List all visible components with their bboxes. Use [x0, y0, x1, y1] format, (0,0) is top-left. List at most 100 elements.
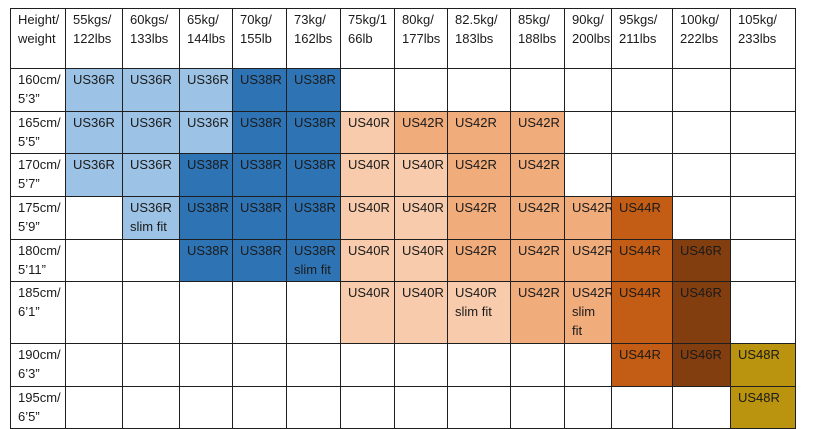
empty-cell: [286, 281, 341, 344]
size-cell: US38R: [232, 153, 287, 198]
size-cell: US44R: [611, 342, 673, 387]
table-row: 180cm/ 5’11” US38R US38R US38R slim fit US40…: [10, 238, 796, 283]
size-cell: US42R: [447, 238, 511, 283]
table-row: 175cm/ 5’9” US36R slim fit US38R US38R US38R…: [10, 196, 796, 240]
size-cell: US40R: [340, 281, 395, 344]
weight-column-header: 82.5kg/ 183lbs: [447, 8, 511, 69]
size-cell: US42R: [510, 196, 565, 240]
empty-cell: [286, 342, 341, 387]
empty-cell: [672, 110, 731, 155]
size-cell: US42R: [564, 238, 612, 283]
size-cell: US40R: [340, 238, 395, 283]
empty-cell: [447, 385, 511, 429]
size-cell: US46R: [672, 238, 731, 283]
empty-cell: [122, 342, 180, 387]
size-cell: US42R: [510, 238, 565, 283]
empty-cell: [65, 385, 123, 429]
size-cell: US38R: [286, 196, 341, 240]
empty-cell: [564, 342, 612, 387]
table-row: 195cm/ 6’5” US48R: [10, 385, 796, 429]
empty-cell: [510, 342, 565, 387]
empty-cell: [122, 385, 180, 429]
size-cell: US40R: [340, 153, 395, 198]
size-cell: US46R: [672, 342, 731, 387]
weight-column-header: 60kgs/ 133lbs: [122, 8, 180, 69]
table-body: 160cm/ 5’3” US36R US36R US36R US38R US38R 165c…: [10, 68, 796, 429]
empty-cell: [394, 68, 448, 112]
empty-cell: [672, 68, 731, 112]
size-cell: US42R: [510, 281, 565, 344]
size-cell: US40R: [394, 238, 448, 283]
size-cell: US36R: [122, 110, 180, 155]
size-cell: US42R: [447, 196, 511, 240]
empty-cell: [672, 385, 731, 429]
size-cell: US38R: [286, 110, 341, 155]
height-row-label: 190cm/ 6’3”: [10, 342, 66, 387]
size-cell: US42R: [510, 110, 565, 155]
table-row: 185cm/ 6’1” US40R US40R US40R slim fit US42R…: [10, 281, 796, 344]
empty-cell: [179, 342, 233, 387]
size-cell: US42R: [447, 110, 511, 155]
height-row-label: 195cm/ 6’5”: [10, 385, 66, 429]
empty-cell: [179, 281, 233, 344]
size-cell: US36R: [179, 110, 233, 155]
empty-cell: [447, 342, 511, 387]
weight-column-header: 70kg/ 155lb: [232, 8, 287, 69]
empty-cell: [564, 153, 612, 198]
empty-cell: [65, 196, 123, 240]
size-cell: US48R: [730, 342, 796, 387]
table-row: 160cm/ 5’3” US36R US36R US36R US38R US38R: [10, 68, 796, 112]
empty-cell: [340, 342, 395, 387]
size-cell: US44R: [611, 281, 673, 344]
size-cell: US38R: [179, 153, 233, 198]
height-row-label: 165cm/ 5’5”: [10, 110, 66, 155]
size-cell: US38R: [232, 110, 287, 155]
corner-header: Height/ weight: [10, 8, 66, 69]
weight-column-header: 80kg/ 177lbs: [394, 8, 448, 69]
empty-cell: [340, 385, 395, 429]
empty-cell: [510, 385, 565, 429]
empty-cell: [394, 342, 448, 387]
empty-cell: [65, 238, 123, 283]
empty-cell: [611, 68, 673, 112]
empty-cell: [65, 281, 123, 344]
empty-cell: [730, 110, 796, 155]
size-cell: US44R: [611, 238, 673, 283]
size-cell: US36R: [179, 68, 233, 112]
empty-cell: [122, 238, 180, 283]
empty-cell: [447, 68, 511, 112]
size-cell: US40R: [394, 153, 448, 198]
size-cell: US40R: [394, 196, 448, 240]
size-cell: US42R slim fit: [564, 281, 612, 344]
weight-column-header: 75kg/1 66lb: [340, 8, 395, 69]
weight-column-header: 85kg/ 188lbs: [510, 8, 565, 69]
height-row-label: 175cm/ 5’9”: [10, 196, 66, 240]
weight-column-header: 95kgs/ 211lbs: [611, 8, 673, 69]
weight-column-header: 55kgs/ 122lbs: [65, 8, 123, 69]
empty-cell: [730, 281, 796, 344]
empty-cell: [65, 342, 123, 387]
size-cell: US38R: [232, 68, 287, 112]
size-cell: US40R: [394, 281, 448, 344]
empty-cell: [122, 281, 180, 344]
size-cell: US38R: [179, 196, 233, 240]
table-row: 165cm/ 5’5” US36R US36R US36R US38R US38R US40…: [10, 110, 796, 155]
empty-cell: [179, 385, 233, 429]
height-row-label: 185cm/ 6’1”: [10, 281, 66, 344]
size-chart-table: Height/ weight 55kgs/ 122lbs 60kgs/ 133lbs…: [10, 8, 796, 429]
empty-cell: [611, 153, 673, 198]
table-row: 170cm/ 5’7” US36R US36R US38R US38R US38R US40…: [10, 153, 796, 198]
empty-cell: [394, 385, 448, 429]
size-cell: US42R: [394, 110, 448, 155]
empty-cell: [232, 342, 287, 387]
empty-cell: [730, 238, 796, 283]
height-row-label: 160cm/ 5’3”: [10, 68, 66, 112]
empty-cell: [672, 196, 731, 240]
table-row: 190cm/ 6’3” US44R US46R US48R: [10, 342, 796, 387]
size-cell: US38R: [179, 238, 233, 283]
weight-column-header: 105kg/ 233lbs: [730, 8, 796, 69]
size-cell: US38R: [286, 68, 341, 112]
empty-cell: [730, 196, 796, 240]
size-cell: US36R: [122, 68, 180, 112]
